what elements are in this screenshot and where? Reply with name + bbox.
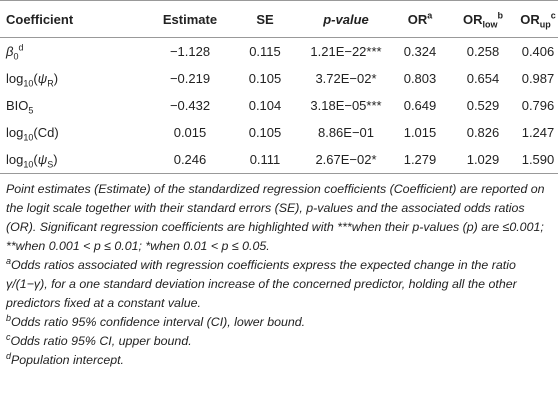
table-notes: Point estimates (Estimate) of the standa… [0, 174, 558, 370]
table-cell: 0.649 [403, 98, 437, 113]
footnote: dPopulation intercept. [6, 351, 552, 370]
footnote: aOdds ratios associated with regression … [6, 256, 552, 313]
footnote-text: Odds ratio 95% confidence interval (CI),… [11, 315, 306, 329]
table-cell: 8.86E−01 [317, 125, 375, 140]
table-cell: 0.111 [230, 146, 300, 174]
table-cell: 0.015 [173, 125, 207, 140]
text-segment: R [47, 78, 54, 89]
table-cell: −1.128 [169, 44, 211, 59]
text-segment: 0 [13, 51, 19, 62]
text-segment: SE [256, 11, 274, 27]
column-header: ORa [392, 0, 448, 38]
table-cell: 0.258 [466, 44, 500, 59]
text-segment: Estimate [162, 11, 218, 27]
footnote-mark: d [6, 350, 12, 361]
table-cell: 0.104 [248, 98, 282, 113]
table-cell: −0.432 [169, 98, 211, 113]
footnote-mark: a [6, 255, 12, 266]
text-segment: Coefficient [6, 11, 74, 27]
text-segment: ) [53, 152, 58, 167]
table-cell: 1.21E−22*** [310, 44, 382, 59]
row-label: log10(ψR) [0, 65, 150, 92]
table-cell: 3.72E−02* [315, 71, 377, 86]
table-cell: −0.219 [169, 71, 211, 86]
footnote: bOdds ratio 95% confidence interval (CI)… [6, 313, 552, 332]
row-label: β0d [0, 38, 150, 66]
table-cell: 2.67E−02* [300, 146, 392, 174]
text-segment: log [6, 71, 24, 86]
table-row: BIO5 −0.432 0.104 3.18E−05*** 0.649 0.529 0.79… [0, 92, 558, 119]
table-cell: 0.654 [466, 71, 500, 86]
footnote-text: Population intercept. [11, 353, 124, 367]
text-segment: 5 [28, 105, 34, 116]
table-row: β0d −1.128 0.115 1.21E−22*** 0.324 0.258 0.406 [0, 38, 558, 66]
footnote-text: Odds ratios associated with regression c… [6, 258, 517, 310]
text-segment: d [18, 42, 24, 53]
table-cell: 0.246 [150, 146, 230, 174]
text-segment: log [6, 152, 24, 167]
table-cell: 1.279 [392, 146, 448, 174]
text-segment: OR [407, 11, 428, 27]
footnote-text: Odds ratio 95% CI, upper bound. [10, 334, 192, 348]
text-segment: OR [520, 11, 540, 27]
column-header: ORlowb [448, 0, 518, 38]
footnote-text: Point estimates (Estimate) of the standa… [6, 182, 545, 253]
column-header: ORupc [518, 0, 558, 38]
table-cell: 0.529 [466, 98, 500, 113]
header-row: Coefficient Estimate SE p-value ORa ORlowb ORu… [0, 0, 558, 38]
text-segment: ( [33, 71, 38, 86]
text-segment: ( [33, 152, 38, 167]
table-cell: 0.324 [403, 44, 437, 59]
text-segment: BIO [6, 98, 29, 113]
row-label: log10(Cd) [0, 119, 150, 146]
table-cell: 1.590 [518, 146, 558, 174]
column-header: SE [230, 0, 300, 38]
text-segment: S [47, 159, 54, 170]
table-row: log10(ψS) 0.246 0.111 2.67E−02* 1.279 1.029 1.… [0, 146, 558, 174]
text-segment: b [497, 10, 504, 21]
table-cell: 0.796 [521, 98, 555, 113]
table-cell: 0.803 [403, 71, 437, 86]
footnote-mark: c [6, 331, 11, 342]
table-cell: 3.18E−05*** [310, 98, 382, 113]
text-segment: low [482, 19, 498, 30]
table-cell: 0.406 [521, 44, 555, 59]
table-cell: 1.015 [403, 125, 437, 140]
text-segment: ψ [37, 71, 48, 86]
footnote: cOdds ratio 95% CI, upper bound. [6, 332, 552, 351]
column-header: Coefficient [0, 0, 150, 38]
table-cell: 0.105 [248, 71, 282, 86]
column-header: Estimate [150, 0, 230, 38]
table-cell: 0.115 [249, 44, 281, 59]
table-cell: 0.826 [466, 125, 500, 140]
row-label: BIO5 [0, 92, 150, 119]
text-segment: c [550, 10, 556, 21]
text-segment: OR [463, 11, 483, 27]
text-segment: ) [53, 71, 59, 86]
text-segment: p-value [323, 11, 369, 27]
coefficient-table: Coefficient Estimate SE p-value ORa ORlowb ORu… [0, 0, 558, 174]
text-segment: ψ [37, 152, 48, 167]
table-cell: 1.029 [448, 146, 518, 174]
text-segment: a [427, 10, 433, 21]
footnote-mark: b [6, 312, 12, 323]
text-segment: 10 [23, 78, 34, 89]
table-cell: 0.105 [248, 125, 282, 140]
table-body: β0d −1.128 0.115 1.21E−22*** 0.324 0.258 0.406… [0, 38, 558, 174]
text-segment: (Cd) [33, 125, 59, 140]
column-header: p-value [300, 0, 392, 38]
table-row: log10(ψR) −0.219 0.105 3.72E−02* 0.803 0.654 0… [0, 65, 558, 92]
text-segment: 10 [23, 159, 34, 170]
table-cell: 1.247 [521, 125, 555, 140]
row-label: log10(ψS) [0, 146, 150, 174]
table-cell: 0.987 [521, 71, 555, 86]
footnote: Point estimates (Estimate) of the standa… [6, 180, 552, 256]
text-segment: log [6, 125, 24, 140]
text-segment: β [6, 44, 14, 59]
text-segment: up [539, 19, 551, 30]
text-segment: 10 [23, 132, 34, 143]
table-row: log10(Cd) 0.015 0.105 8.86E−01 1.015 0.826 1.2… [0, 119, 558, 146]
